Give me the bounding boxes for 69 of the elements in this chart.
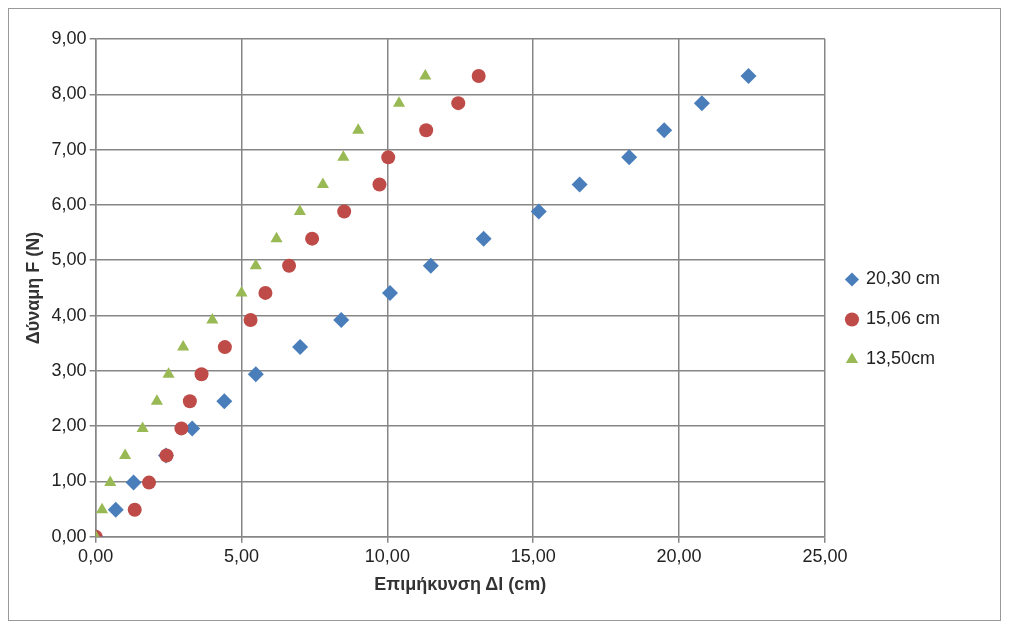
point bbox=[422, 257, 439, 274]
x-tick-label: 0,00 bbox=[78, 545, 114, 566]
y-tick-label: 2,00 bbox=[51, 415, 87, 436]
point bbox=[337, 204, 352, 219]
point bbox=[142, 475, 157, 490]
point bbox=[571, 176, 588, 193]
y-tick-label: 5,00 bbox=[51, 249, 87, 270]
point bbox=[419, 69, 432, 80]
point bbox=[392, 96, 406, 107]
point bbox=[451, 96, 466, 111]
point bbox=[206, 312, 219, 324]
point bbox=[243, 312, 258, 327]
point bbox=[217, 340, 232, 355]
point bbox=[352, 123, 365, 134]
x-tick-label: 15,00 bbox=[510, 545, 556, 566]
point bbox=[258, 285, 273, 300]
point bbox=[119, 448, 132, 459]
legend-label: 20,30 cm bbox=[865, 268, 941, 289]
point bbox=[381, 150, 396, 165]
point bbox=[693, 95, 710, 112]
point bbox=[194, 367, 209, 382]
y-tick-label: 6,00 bbox=[51, 193, 87, 214]
x-tick-label: 20,00 bbox=[656, 545, 702, 566]
point bbox=[270, 231, 283, 243]
point bbox=[292, 339, 309, 356]
point bbox=[177, 340, 190, 351]
point bbox=[95, 502, 109, 514]
point bbox=[740, 68, 757, 85]
y-tick-label: 7,00 bbox=[51, 138, 87, 159]
point bbox=[235, 285, 248, 297]
point bbox=[107, 501, 124, 518]
point bbox=[249, 258, 262, 270]
x-axis-title: Επιμήκυνση Δl (cm) bbox=[374, 574, 547, 595]
y-tick-label: 8,00 bbox=[51, 83, 87, 104]
point bbox=[174, 421, 189, 436]
point bbox=[471, 69, 486, 84]
x-tick-label: 10,00 bbox=[364, 545, 410, 566]
point bbox=[150, 394, 163, 405]
point bbox=[419, 123, 434, 138]
point bbox=[127, 502, 142, 517]
point bbox=[316, 177, 329, 188]
y-axis-title: Δύναμη F (N) bbox=[22, 231, 43, 345]
point bbox=[656, 122, 673, 139]
point bbox=[621, 149, 638, 166]
point bbox=[125, 474, 142, 491]
point bbox=[182, 394, 197, 409]
point bbox=[337, 150, 350, 161]
point bbox=[381, 284, 398, 301]
y-tick-label: 0,00 bbox=[51, 525, 87, 546]
point bbox=[247, 366, 264, 383]
point bbox=[282, 258, 297, 273]
point bbox=[104, 475, 117, 487]
point bbox=[305, 231, 320, 246]
point bbox=[333, 311, 350, 328]
point bbox=[530, 203, 547, 220]
legend-label: 13,50cm bbox=[865, 348, 936, 369]
point bbox=[136, 421, 149, 432]
y-tick-label: 9,00 bbox=[51, 27, 87, 48]
point bbox=[475, 230, 492, 247]
point bbox=[216, 393, 233, 410]
point bbox=[372, 177, 387, 192]
x-tick-label: 5,00 bbox=[223, 545, 260, 566]
point bbox=[293, 204, 306, 216]
y-tick-label: 3,00 bbox=[51, 359, 87, 380]
legend-label: 15,06 cm bbox=[865, 308, 941, 329]
y-tick-label: 1,00 bbox=[51, 470, 87, 491]
y-tick-label: 4,00 bbox=[51, 304, 87, 325]
point bbox=[162, 367, 175, 378]
x-tick-label: 25,00 bbox=[802, 545, 848, 566]
